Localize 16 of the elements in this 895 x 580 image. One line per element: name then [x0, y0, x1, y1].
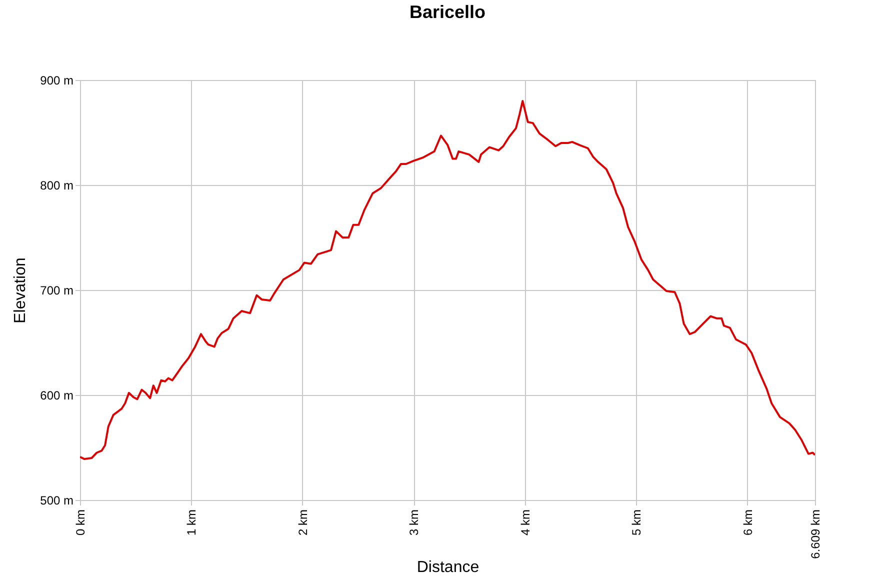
y-tick-label: 800 m: [40, 178, 74, 192]
x-tick-label: 6.609 km: [808, 509, 822, 559]
x-tick-label: 4 km: [518, 510, 532, 536]
x-tick-label: 3 km: [407, 510, 422, 536]
x-tick-label: 0 km: [74, 510, 88, 536]
x-tick-label: 6 km: [740, 510, 755, 536]
y-tick-label: 500 m: [40, 494, 74, 508]
x-tick-label: 5 km: [630, 510, 644, 536]
y-tick-label: 700 m: [40, 284, 74, 298]
y-tick-label: 900 m: [40, 74, 74, 88]
x-axis-title: Distance: [416, 558, 480, 576]
x-tick-label: 2 km: [296, 510, 310, 536]
y-tick-label: 600 m: [40, 388, 74, 402]
chart-title: Baricello: [409, 2, 486, 22]
y-axis-title: Elevation: [12, 258, 30, 324]
x-tick-label: 1 km: [184, 510, 199, 536]
